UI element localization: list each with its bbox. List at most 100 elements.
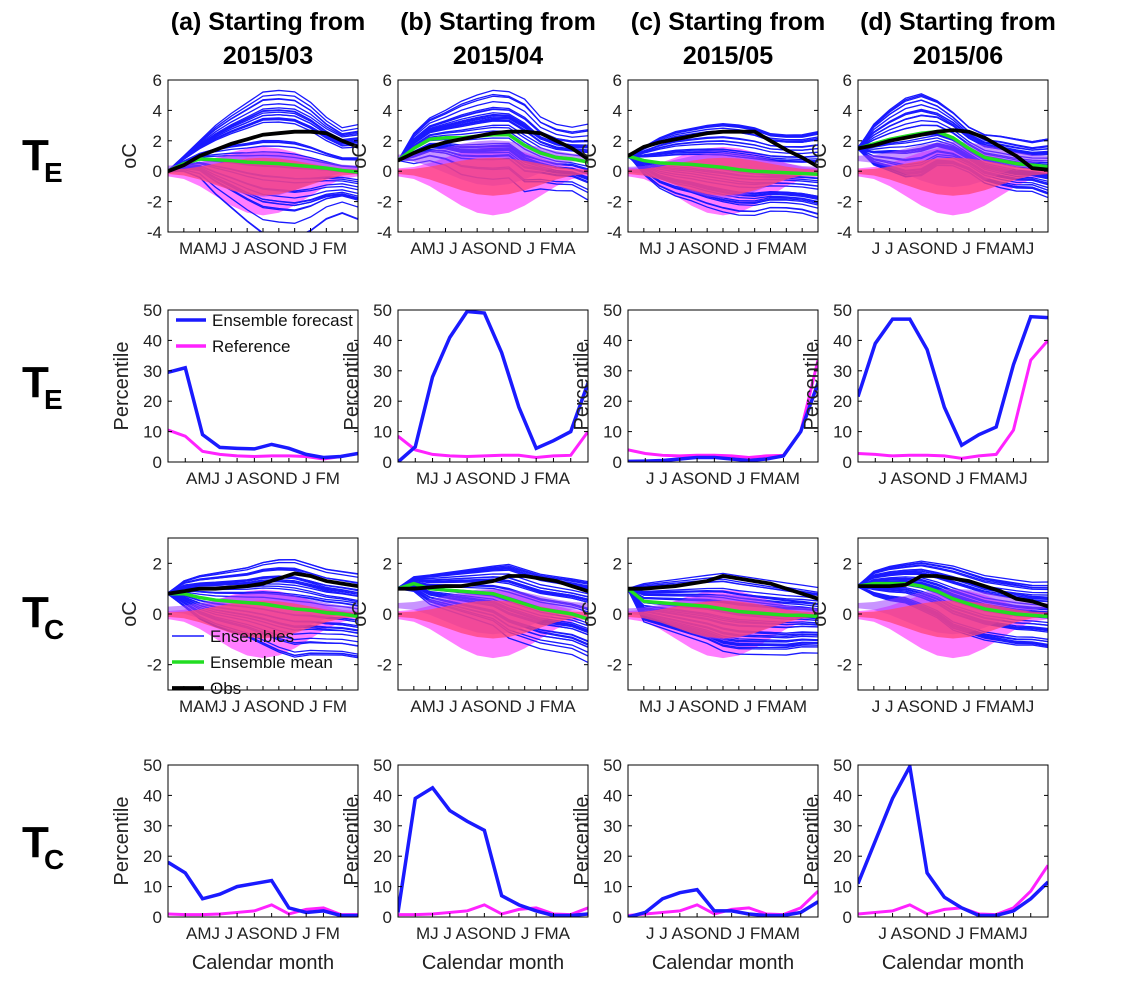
x-axis-label: Calendar month: [192, 952, 334, 974]
reference-line: [858, 864, 1048, 917]
row-label: T: [22, 588, 49, 637]
ensemble-line: [398, 569, 588, 590]
ensemble-forecast-line: [858, 765, 1048, 917]
ensemble-forecast-line: [168, 365, 358, 460]
y-tick-label: 0: [613, 605, 622, 624]
ensemble-line: [168, 118, 358, 172]
ensemble-line: [398, 124, 588, 162]
ensemble-line: [398, 565, 588, 589]
plot-area: [398, 310, 588, 462]
axes-box: [397, 764, 589, 918]
y-axis-label: Percentile: [111, 797, 133, 886]
column-title-line2: 2015/05: [683, 42, 773, 70]
ensemble-line: [628, 587, 818, 599]
y-tick-label: 6: [613, 71, 622, 90]
row-label: T: [22, 131, 49, 180]
ensemble-line: [628, 589, 818, 656]
axes-box: [167, 764, 359, 918]
chart-panel-b-TE: -4 -2 0 2 4 6 AMJ J ASOND J FMA oC: [349, 71, 589, 258]
y-tick-label: 30: [603, 817, 622, 836]
y-tick-label: -4: [607, 223, 622, 242]
y-tick-label: 50: [143, 301, 162, 320]
y-tick-label: 20: [833, 392, 852, 411]
ensemble-line: [858, 564, 1048, 589]
row-label: T: [22, 358, 49, 407]
ensemble-line: [628, 127, 818, 156]
ensemble-forecast-line: [398, 310, 588, 462]
plot-area: [168, 559, 358, 659]
legend-entry: Ensembles: [210, 627, 294, 646]
y-tick-label: 10: [833, 878, 852, 897]
chart-panel-b-TC-pct: 0 10 20 30 40 50 MJ J ASOND J FMA Percentile Cal…: [341, 756, 589, 974]
legend-percentile: Ensemble forecast Reference: [176, 311, 353, 356]
x-tick-labels: J ASOND J FMAMJ: [878, 469, 1027, 488]
reference-spread-inner: [398, 157, 588, 196]
chart-panel-c-TC-pct: 0 10 20 30 40 50 J J ASOND J FMAM Percentile Cal…: [571, 756, 819, 974]
plot-area: [628, 572, 818, 659]
obs-line: [628, 129, 818, 169]
plot-area: [858, 314, 1048, 460]
chart-panel-a-TE-pct: 0 10 20 30 40 50 AMJ J ASOND J FM Percentile: [111, 301, 359, 488]
reference-line: [858, 339, 1048, 460]
reference-line: [398, 430, 588, 459]
ensemble-line: [398, 95, 588, 162]
y-axis-label: oC: [119, 143, 141, 169]
ensemble-line: [858, 95, 1048, 148]
ensemble-line: [398, 576, 588, 598]
y-axis-label: Percentile: [341, 797, 363, 886]
obs-line: [858, 128, 1048, 172]
chart-panel-d-TE-pct: 0 10 20 30 40 50 J ASOND J FMAMJ Percentile: [801, 301, 1049, 488]
ensemble-line: [628, 154, 818, 209]
obs-line: [398, 129, 588, 163]
column-title-line1: (a) Starting from: [171, 8, 365, 36]
y-axis-label: Percentile: [341, 342, 363, 431]
y-tick-label: 0: [843, 162, 852, 181]
chart-panel-b-TC: -2 0 2 AMJ J ASOND J FMA oC: [349, 537, 589, 716]
y-tick-label: 0: [613, 162, 622, 181]
ensemble-line: [628, 143, 818, 158]
y-axis-label: oC: [349, 143, 371, 169]
plot-area: [628, 887, 818, 917]
axes-box: [857, 309, 1049, 463]
ensemble-line: [398, 114, 588, 161]
ensemble-line: [168, 575, 358, 594]
chart-panel-c-TC: -2 0 2 MJ J ASOND J FMAM oC: [579, 537, 819, 716]
obs-line: [398, 574, 588, 594]
y-tick-label: 40: [143, 786, 162, 805]
y-tick-label: 20: [373, 847, 392, 866]
ensemble-line: [628, 588, 818, 650]
x-tick-labels: AMJ J ASOND J FM: [186, 924, 340, 943]
ensemble-line: [398, 93, 588, 162]
y-tick-label: 4: [843, 101, 852, 120]
y-tick-label: 2: [613, 554, 622, 573]
ensemble-line: [168, 559, 358, 594]
y-axis-label: oC: [119, 601, 141, 627]
y-tick-label: -2: [377, 656, 392, 675]
y-axis-label: Percentile: [801, 342, 823, 431]
y-tick-label: 6: [153, 71, 162, 90]
ensemble-mean-line: [168, 591, 358, 619]
axes-box: [627, 309, 819, 463]
panels: -4 -2 0 2 4 6 MAMJ J ASOND J FM oC -4 -2 0 2 4 6 AMJ J…: [111, 71, 1049, 974]
y-tick-label: 6: [383, 71, 392, 90]
chart-panel-d-TC: -2 0 2 J J ASOND J FMAMJ oC: [809, 537, 1049, 716]
y-tick-label: 20: [833, 847, 852, 866]
x-tick-labels: AMJ J ASOND J FMA: [410, 697, 576, 716]
y-tick-label: 4: [153, 101, 162, 120]
y-tick-label: 2: [153, 554, 162, 573]
ensemble-line: [858, 99, 1048, 149]
y-tick-label: -2: [607, 656, 622, 675]
y-tick-label: -4: [837, 223, 852, 242]
y-axis-label: oC: [809, 143, 831, 169]
y-tick-label: 30: [603, 362, 622, 381]
column-titles: (a) Starting from 2015/03 (b) Starting fro…: [171, 8, 1056, 70]
reference-spread-inner: [628, 157, 818, 196]
y-axis-label: Percentile: [571, 342, 593, 431]
x-tick-labels: MJ J ASOND J FMAM: [639, 239, 807, 258]
chart-panel-a-TE: -4 -2 0 2 4 6 MAMJ J ASOND J FM oC: [119, 71, 359, 258]
y-tick-label: 0: [383, 453, 392, 472]
chart-panel-a-TC: -2 0 2 MAMJ J ASOND J FM oC: [119, 537, 359, 716]
y-tick-label: 40: [143, 331, 162, 350]
